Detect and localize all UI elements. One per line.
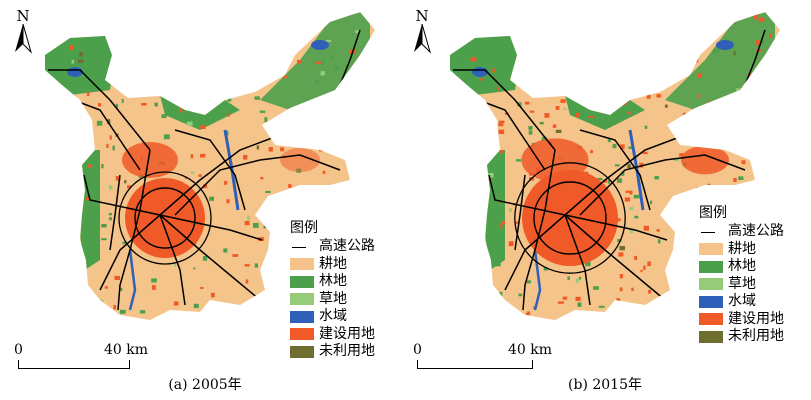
land-use-map-2015 (450, 12, 780, 320)
legend-label: 耕地 (319, 255, 347, 272)
legend-item: 草地 (290, 291, 375, 309)
scale-bar: 0 40 km (413, 342, 553, 372)
legend-swatch (290, 275, 314, 288)
legend-label: 耕地 (728, 240, 756, 257)
scale-end-label: 40 km (104, 342, 149, 358)
north-label: N (415, 7, 429, 25)
legend-item: 林地 (699, 258, 784, 276)
legend-label: 未利用地 (319, 343, 375, 360)
map-panel-2015: N 图例 高速公路 耕地 林地 草地 水域 建设用地 未利用地 0 40 km (b) 20… (405, 0, 810, 400)
north-arrow-icon (414, 24, 432, 54)
north-arrow: N (409, 8, 435, 54)
legend-item: 林地 (290, 273, 375, 291)
legend-item: 水域 (290, 308, 375, 326)
legend-title: 图例 (290, 220, 318, 236)
legend: 图例 高速公路 耕地 林地 草地 水域 建设用地 未利用地 (699, 205, 784, 346)
legend-item: 未利用地 (290, 343, 375, 361)
caption: (a) 2005年 (168, 377, 242, 393)
north-arrow: N (10, 8, 36, 54)
legend-rows: 高速公路 耕地 林地 草地 水域 建设用地 未利用地 (290, 238, 375, 361)
caption: (b) 2015年 (568, 377, 642, 393)
legend-rows: 高速公路 耕地 林地 草地 水域 建设用地 未利用地 (699, 223, 784, 346)
legend-item: 耕地 (290, 256, 375, 274)
scale-line (18, 360, 130, 369)
legend-swatch (290, 293, 314, 306)
legend-swatch (699, 278, 723, 291)
legend-label: 建设用地 (319, 325, 375, 342)
legend-swatch (699, 330, 723, 343)
land-use-map-2005 (45, 12, 375, 320)
scale-line (417, 360, 533, 369)
legend: 图例 高速公路 耕地 林地 草地 水域 建设用地 未利用地 (290, 220, 375, 361)
scale-start-label: 0 (14, 342, 23, 358)
legend-label: 草地 (728, 275, 756, 292)
legend-label: 未利用地 (728, 328, 784, 345)
legend-label: 林地 (728, 258, 756, 275)
legend-label: 高速公路 (319, 238, 375, 255)
north-arrow-icon (15, 24, 33, 54)
legend-item: 建设用地 (699, 311, 784, 329)
legend-swatch (699, 313, 723, 326)
north-label: N (16, 7, 30, 25)
legend-label: 高速公路 (728, 223, 784, 240)
legend-swatch-line (290, 241, 314, 253)
legend-swatch (290, 345, 314, 358)
scale-start-label: 0 (413, 342, 422, 358)
legend-item: 高速公路 (290, 238, 375, 256)
legend-label: 林地 (319, 273, 347, 290)
legend-label: 建设用地 (728, 310, 784, 327)
legend-swatch (290, 310, 314, 323)
legend-item: 未利用地 (699, 328, 784, 346)
legend-item: 建设用地 (290, 326, 375, 344)
legend-item: 高速公路 (699, 223, 784, 241)
legend-swatch (699, 243, 723, 256)
legend-label: 水域 (319, 308, 347, 325)
map-panel-2005: N 图例 高速公路 耕地 林地 草地 水域 建设用地 未利用地 0 40 km (a) 20… (0, 0, 405, 400)
legend-label: 水域 (728, 293, 756, 310)
legend-swatch (699, 295, 723, 308)
legend-swatch (290, 328, 314, 341)
legend-title: 图例 (699, 205, 727, 221)
legend-swatch (290, 258, 314, 271)
legend-item: 水域 (699, 293, 784, 311)
legend-label: 草地 (319, 290, 347, 307)
legend-item: 草地 (699, 276, 784, 294)
legend-item: 耕地 (699, 241, 784, 259)
legend-swatch-line (699, 226, 723, 238)
scale-bar: 0 40 km (14, 342, 154, 372)
scale-end-label: 40 km (508, 342, 553, 358)
legend-swatch (699, 260, 723, 273)
